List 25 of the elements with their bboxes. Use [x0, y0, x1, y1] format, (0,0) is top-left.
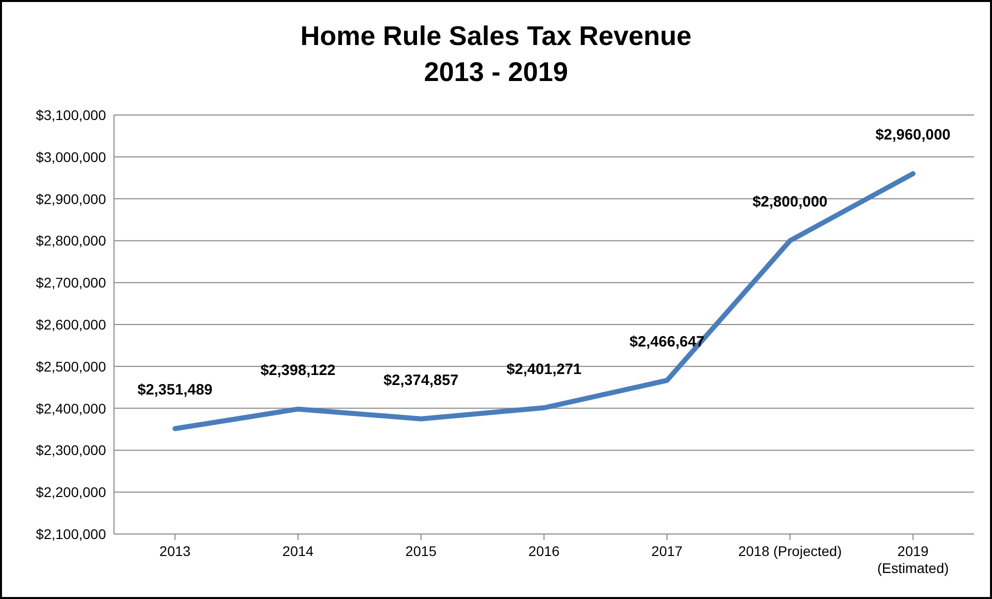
data-label: $2,401,271 — [506, 360, 582, 378]
y-tick-label: $2,200,000 — [36, 484, 106, 500]
x-tick-label: 2014 — [282, 543, 314, 559]
data-label: $2,800,000 — [752, 194, 828, 211]
y-tick-label: $2,400,000 — [36, 400, 106, 416]
x-tick-label: 2018 (Projected) — [738, 543, 842, 559]
data-label: $2,398,122 — [260, 362, 336, 380]
y-tick-label: $2,700,000 — [36, 274, 106, 291]
x-tick-label: 2015 — [405, 543, 437, 559]
y-tick-label: $2,100,000 — [36, 526, 106, 542]
x-tick-label: 2017 — [651, 543, 683, 559]
data-label: $2,374,857 — [383, 372, 459, 389]
y-tick-label: $2,500,000 — [36, 358, 106, 374]
y-tick-label: $2,600,000 — [36, 316, 106, 332]
x-tick-label: 2016 — [528, 543, 560, 559]
x-tick-label: 2019 (Estimated) — [877, 543, 949, 576]
x-tick-label: 2013 — [159, 543, 191, 559]
y-tick-label: $3,100,000 — [36, 106, 106, 123]
data-label: $2,351,489 — [137, 382, 213, 399]
y-tick-label: $2,800,000 — [36, 232, 106, 249]
y-tick-label: $2,300,000 — [36, 442, 106, 458]
data-label: $2,960,000 — [875, 126, 951, 144]
chart-title: Home Rule Sales Tax Revenue 2013 - 2019 — [299, 20, 693, 89]
y-tick-label: $2,900,000 — [36, 190, 106, 207]
y-tick-label: $3,000,000 — [36, 148, 106, 165]
